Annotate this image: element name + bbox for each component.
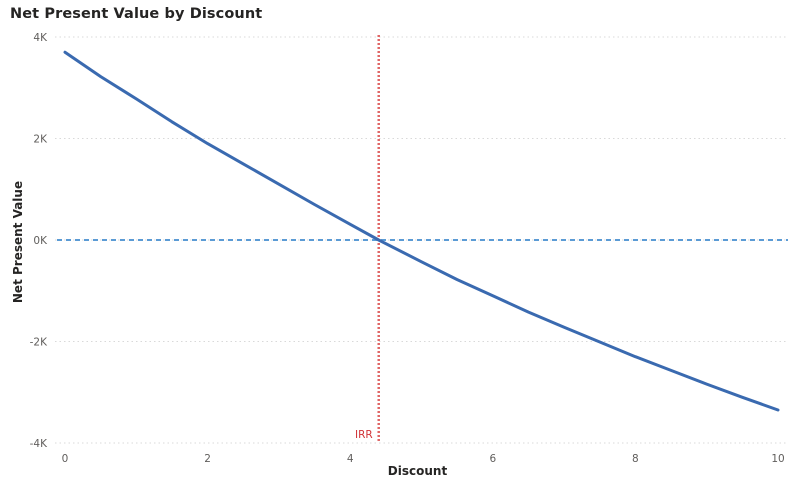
x-tick-label: 8 — [632, 453, 639, 465]
x-tick-label: 0 — [62, 453, 69, 465]
y-tick-label: -4K — [30, 438, 48, 450]
chart-title: Net Present Value by Discount — [10, 6, 263, 22]
y-tick-label: 0K — [33, 235, 48, 247]
y-tick-label: -2K — [30, 337, 48, 349]
y-tick-label: 2K — [33, 134, 48, 146]
y-tick-label: 4K — [33, 32, 48, 44]
x-tick-label: 6 — [489, 453, 496, 465]
npv-series-line — [63, 50, 780, 412]
x-axis-title: Discount — [388, 464, 448, 478]
y-axis-title: Net Present Value — [11, 181, 25, 303]
x-tick-label: 4 — [347, 453, 354, 465]
irr-label: IRR — [355, 429, 373, 441]
x-tick-label: 2 — [204, 453, 211, 465]
x-tick-label: 10 — [771, 453, 784, 465]
